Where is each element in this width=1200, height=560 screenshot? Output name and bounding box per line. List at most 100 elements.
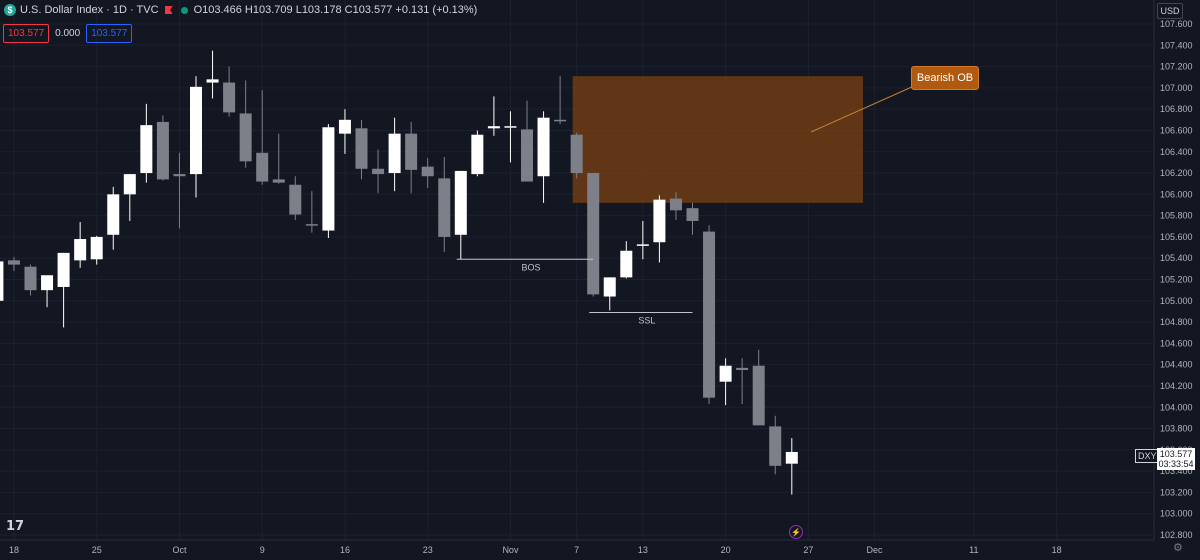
time-tick-label: 27 [803, 545, 813, 555]
time-tick-label: Dec [867, 545, 884, 555]
candle[interactable] [504, 126, 517, 128]
candle[interactable] [405, 133, 418, 170]
settings-icon[interactable]: ⚙ [1173, 542, 1183, 554]
candle[interactable] [123, 174, 136, 195]
trade-panel: 103.577 0.000 103.577 [3, 24, 133, 43]
last-price-label: 103.577 03:33:54 [1157, 448, 1195, 470]
ticker-label: DXY [1135, 449, 1160, 463]
candle[interactable] [90, 236, 103, 260]
candle[interactable] [190, 86, 202, 175]
callout-pointer [810, 85, 915, 133]
candle[interactable] [223, 82, 236, 113]
price-tick-label: 107.600 [1160, 19, 1193, 29]
price-tick-label: 103.800 [1160, 424, 1193, 434]
price-tick-label: 107.400 [1160, 40, 1193, 50]
candle[interactable] [752, 365, 765, 426]
price-tick-label: 105.600 [1160, 232, 1193, 242]
candle[interactable] [736, 367, 749, 370]
candle[interactable] [438, 178, 451, 237]
candle[interactable] [156, 121, 169, 180]
candle[interactable] [173, 174, 186, 177]
candle[interactable] [769, 426, 782, 466]
time-axis-bg [0, 540, 1200, 560]
price-tick-label: 105.200 [1160, 275, 1193, 285]
order-block-zone[interactable] [572, 76, 863, 203]
candle[interactable] [719, 365, 732, 382]
price-tick-label: 106.000 [1160, 189, 1193, 199]
candle[interactable] [305, 224, 318, 226]
symbol-logo-icon: $ [4, 4, 16, 16]
price-tick-label: 107.200 [1160, 62, 1193, 72]
price-tick-label: 104.000 [1160, 402, 1193, 412]
candle[interactable] [636, 244, 649, 246]
candle[interactable] [421, 166, 434, 177]
candle[interactable] [206, 79, 219, 83]
time-tick-label: 23 [423, 545, 433, 555]
market-status-icon[interactable] [180, 6, 188, 14]
price-axis[interactable]: 107.600 107.400 107.200 107.000 106.800 106.6… [1153, 0, 1200, 560]
candle[interactable] [603, 277, 616, 297]
candle[interactable] [289, 184, 302, 215]
candle[interactable] [686, 208, 699, 221]
candle[interactable] [785, 451, 798, 464]
symbol-title[interactable]: U.S. Dollar Index · 1D · TVC [20, 4, 159, 16]
candle[interactable] [587, 173, 600, 295]
bar-countdown: 03:33:54 [1158, 459, 1194, 469]
price-tick-label: 105.400 [1160, 253, 1193, 263]
ssl-label: SSL [638, 316, 655, 326]
price-tick-label: 103.400 [1160, 466, 1193, 476]
symbol-header[interactable]: $ U.S. Dollar Index · 1D · TVC O103.466 … [4, 4, 477, 16]
tradingview-logo[interactable]: 17 [6, 519, 25, 534]
price-tick-label: 106.600 [1160, 125, 1193, 135]
candle[interactable] [703, 231, 716, 398]
time-tick-label: 18 [1052, 545, 1062, 555]
candle[interactable] [272, 179, 285, 183]
lightning-icon[interactable]: ⚡ [789, 525, 803, 539]
candle[interactable] [0, 261, 4, 301]
candles[interactable] [0, 50, 798, 495]
candle[interactable] [521, 129, 533, 182]
candle[interactable] [620, 250, 633, 278]
candle[interactable] [74, 239, 87, 261]
time-tick-label: 13 [638, 545, 648, 555]
candle[interactable] [454, 170, 467, 235]
candle[interactable] [239, 113, 252, 162]
candle[interactable] [554, 119, 567, 122]
candle[interactable] [7, 260, 20, 265]
price-tick-label: 106.800 [1160, 104, 1193, 114]
sell-button[interactable]: 103.577 [3, 24, 50, 43]
candle[interactable] [355, 128, 368, 169]
time-tick-label: 25 [92, 545, 102, 555]
buy-button[interactable]: 103.577 [86, 24, 133, 43]
structure-levels[interactable]: BOS SSL [456, 258, 693, 326]
price-tick-label: 106.400 [1160, 147, 1193, 157]
candle[interactable] [41, 275, 54, 291]
candle[interactable] [322, 127, 335, 231]
time-axis[interactable]: 18 25 Oct 9 16 23 Nov 7 13 20 27 Dec 11 18 [0, 539, 1200, 560]
price-tick-label: 104.800 [1160, 317, 1193, 327]
candle[interactable] [107, 194, 120, 235]
candle[interactable] [24, 266, 37, 291]
bearish-ob-callout[interactable]: Bearish OB [911, 66, 979, 90]
candle[interactable] [669, 198, 682, 211]
flag-icon[interactable] [164, 6, 173, 14]
price-tick-label: 103.200 [1160, 487, 1193, 497]
candle[interactable] [537, 117, 550, 177]
candle[interactable] [57, 252, 70, 287]
candle[interactable] [388, 133, 401, 174]
candle[interactable] [256, 152, 269, 182]
price-tick-label: 104.600 [1160, 338, 1193, 348]
candle[interactable] [471, 134, 484, 175]
candle[interactable] [140, 125, 153, 174]
currency-button[interactable]: USD [1157, 3, 1183, 19]
price-tick-label: 106.200 [1160, 168, 1193, 178]
candle[interactable] [372, 168, 385, 175]
candle[interactable] [653, 199, 666, 243]
candle[interactable] [570, 134, 583, 174]
candle[interactable] [338, 119, 351, 134]
candle[interactable] [487, 126, 500, 129]
price-tick-label: 102.800 [1160, 530, 1193, 540]
bearish-ob-zone[interactable] [572, 76, 863, 203]
price-tick-label: 104.200 [1160, 381, 1193, 391]
